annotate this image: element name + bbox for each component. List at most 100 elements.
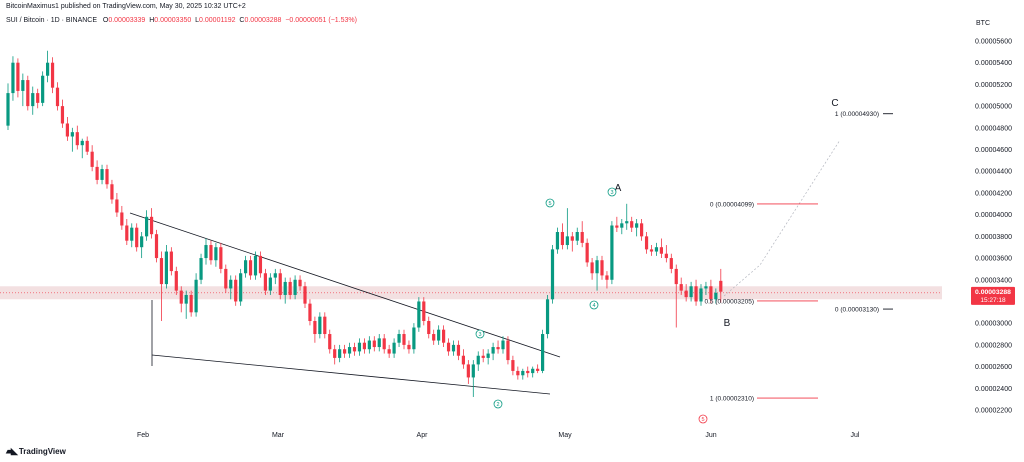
candle [526,366,530,378]
candle-body [352,347,357,352]
candle-body [219,247,223,269]
close-value: 0.00003288 [244,17,282,24]
candle-body [521,370,525,376]
candle [110,179,114,204]
candle [204,238,208,265]
candle [506,336,510,365]
candle-body [105,169,109,185]
wave-count-circle [589,300,599,310]
candle-body [491,347,495,354]
candle-body [41,75,45,103]
y-tick-label: 0.00002400 [975,386,1012,393]
candle-body [6,93,10,126]
y-tick-label: 0.00005600 [975,39,1012,46]
candle-body [85,140,89,152]
candle [338,344,342,363]
candle [545,294,550,339]
wave-label-c: C [831,98,838,109]
candle-body [273,273,277,278]
candle-body [244,260,248,274]
close-label: C [239,17,245,24]
candle [481,349,485,363]
candle-body [343,349,347,354]
candle [372,336,376,352]
candle-body [560,232,564,246]
candle [709,279,713,304]
wave-label-a: A [615,183,622,194]
projection-label: 1 (0.00004930) [835,111,879,118]
wave-count: 5 [698,414,708,424]
candle-body [387,349,391,354]
candle-body [640,223,644,237]
candle [377,334,381,352]
wave-count: 3 [475,329,485,339]
candle [199,253,203,285]
candle [422,297,426,326]
candle [130,223,134,248]
candle-body [95,166,99,180]
candle-body [501,340,505,350]
candle-body [654,247,659,252]
wave-count-label: 5 [701,417,704,423]
candle-body [268,277,272,291]
candle [65,116,69,141]
y-tick-label: 0.00002600 [975,364,1012,371]
candle-body [184,294,188,304]
y-tick-label: 0.00003000 [975,321,1012,328]
candle [471,360,475,397]
candle [6,83,10,130]
candle [21,73,25,107]
candle-body [585,242,589,263]
candle-body [486,353,490,358]
candle-body [318,316,322,335]
candle [630,216,634,233]
candle [417,297,421,332]
candle-body [575,232,579,241]
candle [273,268,277,285]
candle [516,366,520,380]
candle [248,255,253,280]
tradingview-brand[interactable]: ▰◣ TradingView [6,446,66,457]
candle-body [283,281,287,295]
candle-body [372,340,376,348]
open-value: 0.00003339 [108,17,146,24]
candle-body [610,225,614,280]
wave-count-circle [475,329,485,339]
tradingview-logo-icon: ▰◣ [6,446,18,456]
candle [149,208,154,239]
candle [75,125,79,150]
candle [570,232,574,252]
candle-body [699,288,703,302]
candle-body [674,268,678,285]
candle-body [644,236,649,250]
candle-body [80,140,84,146]
candle [333,344,337,365]
candle [392,338,396,358]
candle [209,240,213,265]
candle [550,245,555,304]
candle [41,71,45,107]
candle [615,216,619,233]
candle [347,342,352,358]
candle [293,275,297,300]
candle [234,275,238,306]
candle-body [328,334,332,350]
candle-body [689,286,693,298]
candle [313,316,317,343]
publish-info: BitcoinMaximus1 published on TradingView… [6,3,246,10]
candle [590,258,594,280]
wave-count-circle [545,198,555,208]
candle [36,88,40,109]
candle-body [214,247,218,261]
candle [343,344,347,358]
candle [402,329,406,350]
wave-count-circle [698,414,708,424]
candle-body [145,216,149,237]
symbol-label[interactable]: SUI / Bitcoin · 1D · BINANCE [6,17,98,24]
candle [244,255,248,278]
candle [179,286,183,313]
candle-body [397,334,401,343]
wave-count: 3 [607,187,617,197]
candle [125,218,129,246]
